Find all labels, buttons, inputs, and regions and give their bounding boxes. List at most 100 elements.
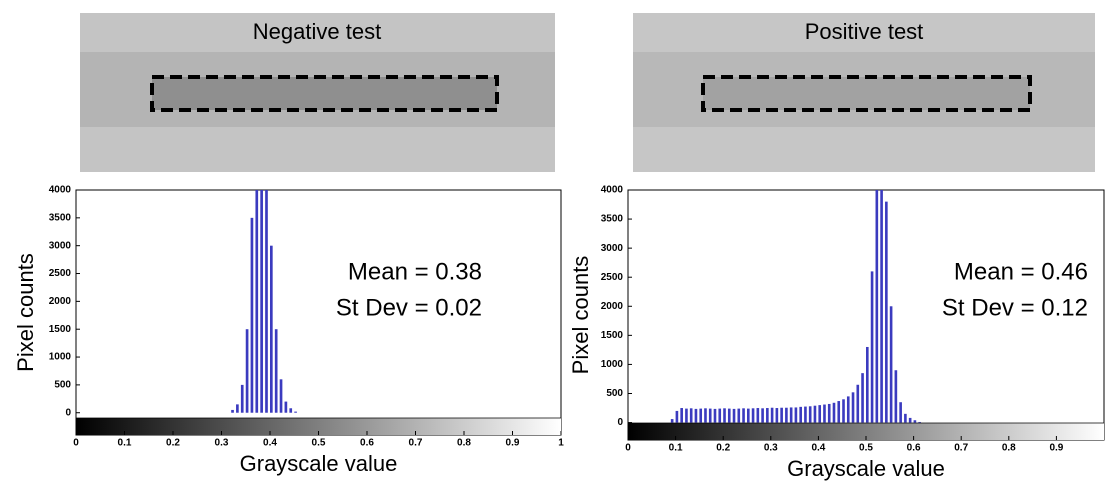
histogram-bar: [245, 329, 249, 413]
plot-area: [75, 189, 562, 436]
histogram-bar: [804, 406, 807, 423]
histogram-bar: [880, 190, 883, 423]
histogram-bar: [894, 370, 898, 423]
bars: [670, 190, 921, 423]
x-tick-label: 0: [73, 438, 79, 449]
annotation: St Dev = 0.02: [336, 294, 482, 321]
histogram-bar: [904, 413, 907, 423]
histogram-bar: [851, 392, 855, 423]
y-tick-label: 3500: [49, 212, 72, 223]
y-tick-label: 4000: [601, 185, 624, 196]
histogram-bar: [832, 402, 836, 423]
histogram-bar: [813, 405, 817, 423]
histogram-bar: [908, 417, 912, 423]
y-tick-label: 3000: [601, 243, 624, 254]
y-tick-label: 0: [65, 407, 71, 418]
y-tick-label: 500: [54, 380, 71, 391]
y-tick-label: 1500: [49, 324, 72, 335]
histogram-bar: [918, 421, 921, 423]
histogram-bar: [770, 407, 774, 423]
x-tick-label: 0.6: [907, 443, 921, 454]
histogram-bar: [899, 402, 902, 423]
x-axis-label: Grayscale value: [787, 456, 945, 481]
negative-photo: [80, 13, 555, 172]
x-tick-label: 0: [625, 443, 631, 454]
y-tick-label: 4000: [49, 185, 72, 196]
x-tick-label: 0.7: [954, 443, 968, 454]
histogram-bar: [785, 407, 788, 423]
histogram-bar: [875, 190, 879, 423]
histogram-bar: [756, 408, 760, 423]
histogram-bar: [675, 410, 679, 423]
histogram-bar: [766, 408, 769, 423]
x-tick-label: 0.9: [506, 438, 520, 449]
histogram-bar: [704, 408, 707, 423]
positive-photo: [633, 13, 1095, 172]
histogram-bar: [747, 408, 750, 423]
y-tick-label: 2500: [601, 272, 624, 283]
x-tick-label: 0.6: [360, 438, 374, 449]
y-tick-label: 1000: [49, 352, 72, 363]
histogram-bar: [732, 408, 736, 423]
histogram-bar: [870, 271, 874, 423]
grayscale-bar: [628, 423, 1104, 440]
y-tick-label: 2000: [49, 296, 72, 307]
histogram-bar: [723, 408, 726, 423]
histogram-bar: [885, 201, 888, 423]
histogram-bar: [799, 406, 802, 423]
annotation: St Dev = 0.12: [942, 294, 1088, 321]
y-tick-label: 1000: [601, 359, 624, 370]
histogram-bar: [913, 420, 917, 423]
x-tick-label: 0.3: [215, 438, 229, 449]
x-tick-label: 0.1: [118, 438, 132, 449]
histogram-bar: [685, 408, 688, 423]
histogram-bar: [761, 408, 764, 423]
histogram-bar: [240, 384, 244, 413]
histogram-bar: [255, 190, 259, 413]
x-tick-label: 1: [558, 438, 564, 449]
histogram-bar: [284, 401, 288, 413]
histogram-bar: [294, 411, 297, 413]
y-axis-label: Pixel counts: [13, 253, 38, 372]
x-tick-label: 0.4: [263, 438, 277, 449]
histogram-bar: [270, 245, 273, 413]
histogram-bar: [694, 408, 698, 423]
histogram-bar: [274, 329, 278, 413]
histogram-bar: [861, 373, 864, 423]
histogram-bar: [837, 401, 841, 423]
y-tick-label: 3000: [49, 240, 72, 251]
histogram-bar: [670, 419, 674, 423]
histogram-bar: [789, 407, 793, 423]
histogram-bar: [780, 407, 783, 423]
histogram-bar: [250, 217, 254, 413]
histogram-bar: [699, 408, 703, 423]
histogram-bar: [231, 409, 234, 413]
grayscale-bar: [76, 418, 561, 435]
histogram-bar: [260, 190, 263, 413]
x-tick-label: 0.5: [312, 438, 326, 449]
histogram-bar: [889, 306, 893, 423]
y-tick-label: 3500: [601, 214, 624, 225]
x-tick-label: 0.1: [669, 443, 683, 454]
x-tick-label: 0.3: [764, 443, 778, 454]
y-tick-label: 2500: [49, 268, 72, 279]
x-tick-label: 0.5: [859, 443, 873, 454]
histogram-bar: [775, 408, 779, 423]
annotation: Mean = 0.46: [954, 258, 1088, 285]
x-axis-label: Grayscale value: [240, 451, 398, 476]
bars: [231, 190, 297, 413]
histogram-bar: [289, 408, 293, 413]
y-tick-label: 2000: [601, 301, 624, 312]
y-tick-label: 0: [617, 417, 623, 428]
histogram-bar: [737, 408, 741, 423]
histogram-bar: [856, 384, 860, 423]
x-tick-label: 0.2: [166, 438, 180, 449]
x-tick-label: 0.8: [1002, 443, 1016, 454]
histogram-bar: [236, 404, 239, 413]
y-tick-label: 1500: [601, 330, 624, 341]
panel-title: Negative test: [253, 19, 381, 44]
x-tick-label: 0.4: [811, 443, 825, 454]
x-tick-label: 0.7: [409, 438, 423, 449]
histogram-bar: [727, 408, 731, 423]
